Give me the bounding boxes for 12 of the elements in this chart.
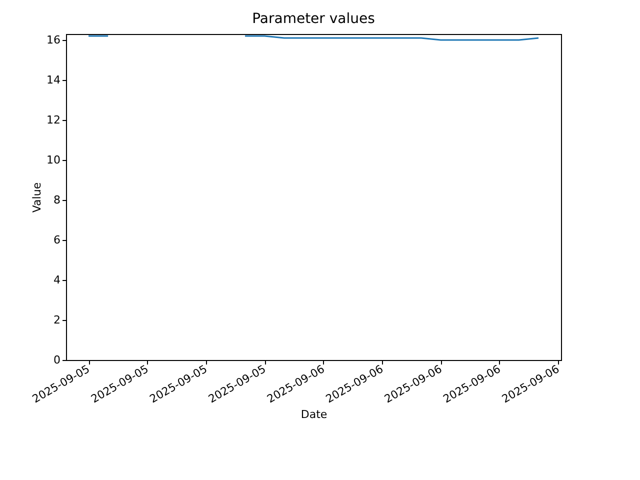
x-axis-title: Date bbox=[300, 408, 328, 421]
y-tick-label: 14 bbox=[46, 74, 60, 86]
y-tick-label: 12 bbox=[46, 114, 60, 126]
y-tick-label: 0 bbox=[54, 354, 60, 366]
y-axis-title: Value bbox=[30, 182, 44, 213]
y-tick-label: 8 bbox=[54, 194, 60, 206]
y-tick-label: 2 bbox=[54, 314, 60, 326]
y-tick-label: 4 bbox=[54, 274, 60, 286]
y-tick-label: 6 bbox=[54, 234, 60, 246]
y-tick-label: 10 bbox=[46, 154, 60, 166]
y-tick-label: 16 bbox=[46, 34, 60, 46]
chart-title: Parameter values bbox=[252, 11, 375, 27]
